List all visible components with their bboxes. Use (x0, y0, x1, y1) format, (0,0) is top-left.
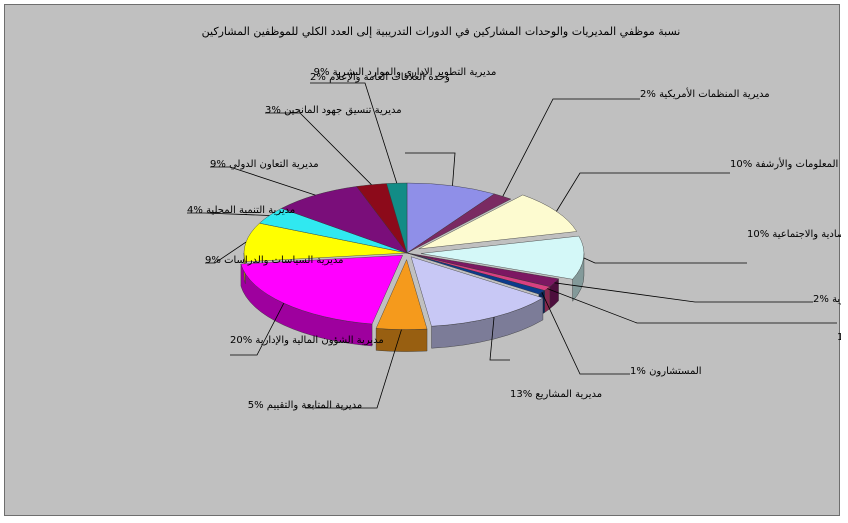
leader-line (405, 152, 456, 186)
leader-line (541, 292, 630, 375)
slice-label: مديرية المشاريع %13 (510, 389, 602, 400)
leader-line (489, 317, 510, 361)
pie-sides (240, 252, 585, 352)
slice-name: وحدة المعلومات والأرشفة (752, 157, 841, 170)
leader-lines (187, 82, 837, 409)
leader-line (210, 166, 316, 196)
slice-value: %13 (510, 389, 532, 400)
slice-value: %2 (640, 89, 656, 100)
slice-name: مديرية السياسات والدراسات (221, 255, 344, 266)
leader-line (265, 112, 372, 185)
leader-line (556, 172, 730, 212)
slice-value: %9 (314, 67, 330, 78)
slice-label: مديرية تنسيق جهود المانحين %3 (265, 105, 402, 116)
slice-value: %2 (813, 294, 829, 305)
slice-name: مديرية تنسيق جهود المانحين (281, 105, 402, 116)
slice-label: مكتب معالي الوزير وعطوفة الأمين العام %1 (837, 330, 841, 343)
slice-value: %9 (210, 159, 226, 170)
slice-name: مديرية المشاريع (532, 389, 602, 400)
slice-labels: مديرية التطوير الإداري والموارد البشرية … (187, 67, 841, 411)
pie-slice (375, 259, 428, 330)
slice-name: مديرية المتابعة والتقييم (264, 400, 363, 411)
slice-label: مديرية التنمية المحلية %4 (187, 205, 295, 216)
slice-value: %10 (747, 229, 769, 240)
chart-title: نسبة موظفي المديريات والوحدات المشاركين … (202, 25, 681, 38)
pie-slices (240, 182, 585, 330)
pie-chart: نسبة موظفي المديريات والوحدات المشاركين … (187, 25, 841, 411)
slice-name: مديرية المنظمات الأمريكية (656, 87, 770, 100)
pie-slice (410, 256, 544, 327)
leader-line (547, 288, 837, 324)
pie-slice (420, 235, 585, 280)
slice-name: وحدة العلاقات العامة والإعلام (326, 72, 450, 83)
slice-label: مديرية المتابعة والتقييم %5 (248, 400, 363, 411)
slice-label: وحدة المعلومات والأرشفة %10 (730, 157, 841, 170)
slice-name: مديرية التنمية المحلية (203, 205, 295, 216)
slice-label: المستشارون %1 (630, 366, 702, 377)
leader-line (187, 212, 270, 216)
pie-slice (280, 186, 408, 254)
leader-line (554, 282, 813, 303)
slice-value: %10 (730, 159, 752, 170)
leader-line (583, 257, 747, 264)
leader-line (305, 329, 402, 409)
slice-value: %5 (248, 400, 264, 411)
leader-line (502, 98, 640, 197)
pie-slice (243, 222, 408, 262)
slice-label: وحدة برامج التنمية الاقتصادية والاجتماعي… (747, 229, 841, 240)
slice-value: %9 (205, 255, 221, 266)
leader-line (310, 82, 398, 184)
slice-side (375, 328, 428, 352)
pie-slice (406, 182, 495, 254)
slice-label: مديرية الشؤون المالية والإدارية %20 (230, 335, 384, 346)
slice-value: %2 (310, 72, 326, 83)
slice-name: المستشارون (646, 366, 702, 377)
slice-value: %3 (265, 105, 281, 116)
slice-label: مديرية السياسات والدراسات %9 (205, 255, 343, 266)
slice-label: مديرية التطوير الإداري والموارد البشرية … (314, 67, 497, 78)
slice-label: وحدة العلاقات العامة والإعلام %2 (310, 72, 450, 83)
slice-name: مديرية الشؤون المالية والإدارية (252, 335, 383, 346)
chart-frame: نسبة موظفي المديريات والوحدات المشاركين … (4, 4, 841, 516)
slice-name: مديرية التعاون الدولي (226, 159, 319, 170)
slice-label: مديرية التعاون الدولي %9 (210, 159, 319, 170)
slice-value: %4 (187, 205, 203, 216)
slice-value: %1 (630, 366, 646, 377)
slice-label: وحدة الرقابة المالية والإدارية %2 (813, 294, 841, 305)
slice-name: مديرية التطوير الإداري والموارد البشرية (329, 67, 496, 78)
slice-name: وحدة الرقابة المالية والإدارية (829, 294, 841, 305)
slice-name: وحدة برامج التنمية الاقتصادية والاجتماعي… (769, 229, 841, 240)
slice-label: مديرية المنظمات الأمريكية %2 (640, 87, 770, 100)
leader-line (205, 241, 247, 264)
leader-line (230, 302, 285, 356)
slice-value: %1 (837, 332, 841, 343)
slice-value: %20 (230, 335, 252, 346)
pie-slice (386, 182, 408, 254)
